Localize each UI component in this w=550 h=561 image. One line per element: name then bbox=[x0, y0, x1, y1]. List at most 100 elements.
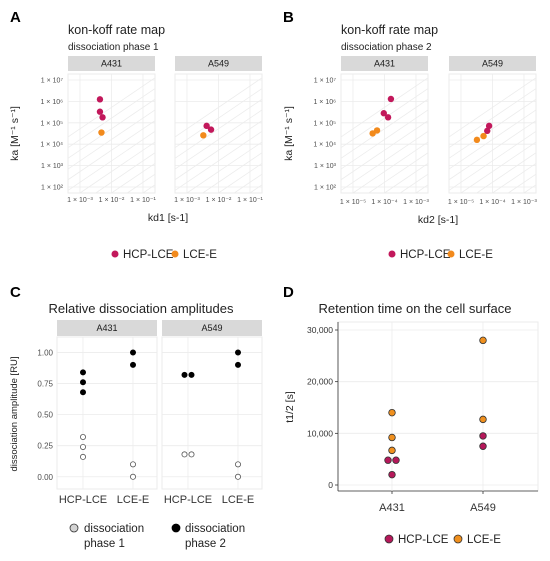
chart-a-x-axis-title: kd1 [s-1] bbox=[148, 212, 188, 224]
chart-a-kd-line bbox=[95, 152, 156, 194]
chart-b-x-axis-title: kd2 [s-1] bbox=[418, 214, 458, 226]
chart-a-kd-line bbox=[111, 163, 156, 194]
legend-d-label-hcp-lce: HCP-LCE bbox=[398, 534, 449, 546]
chart-a-strip-a549 bbox=[175, 56, 262, 71]
chart-b-kd-line bbox=[340, 131, 429, 191]
chart-d: t1/2 [s] 0 10,000 20,000 30,000 A431 A549 bbox=[284, 321, 539, 514]
chart-a-kd-line bbox=[174, 77, 263, 138]
chart-c-point-phase2 bbox=[129, 361, 136, 368]
chart-d-point-lce-e bbox=[388, 446, 396, 455]
chart-b-x-tick-label: 1 × 10⁻⁴ bbox=[479, 199, 505, 206]
legend-c-label-phase2-line1: dissociation bbox=[185, 523, 245, 535]
chart-b-strip-label-a549: A549 bbox=[482, 59, 503, 69]
chart-b-y-tick-label: 1 × 10⁷ bbox=[314, 78, 337, 85]
chart-b-kd-line bbox=[340, 77, 429, 138]
chart-b-kd-line bbox=[492, 163, 537, 194]
chart-b-strip-label-a431: A431 bbox=[374, 59, 395, 69]
chart-a-strip-label-a549: A549 bbox=[208, 59, 229, 69]
chart-b-x-tick-label: 1 × 10⁻⁵ bbox=[448, 199, 474, 206]
chart-b-strip-a431 bbox=[341, 56, 428, 71]
chart-a-kd-line bbox=[67, 109, 156, 170]
legend-b-label-lce-e: LCE-E bbox=[459, 249, 493, 261]
chart-c-x-tick-label: HCP-LCE bbox=[59, 494, 107, 506]
chart-b-kd-line bbox=[508, 173, 537, 194]
chart-b-kd-line bbox=[400, 173, 429, 194]
panel-d-title: Retention time on the cell surface bbox=[319, 301, 512, 316]
chart-d-point-lce-e bbox=[479, 336, 487, 345]
chart-c-point-phase1 bbox=[234, 473, 241, 480]
chart-b-y-tick-label: 1 × 10³ bbox=[314, 163, 337, 170]
chart-b-kd-line bbox=[448, 131, 537, 191]
chart-b-kd-line bbox=[448, 109, 537, 170]
chart-b-kd-line bbox=[340, 88, 429, 148]
chart-c-point-phase1 bbox=[129, 461, 136, 468]
chart-a-x-tick-label: 1 × 10⁻² bbox=[99, 197, 125, 204]
legend-c-marker-phase1 bbox=[69, 523, 79, 533]
chart-a-x-tick-label: 1 × 10⁻¹ bbox=[130, 197, 156, 204]
chart-a-strip-label-a431: A431 bbox=[101, 59, 122, 69]
chart-c-y-axis-title: dissociation amplitude [RU] bbox=[9, 356, 20, 471]
chart-a-y-tick-label: 1 × 10⁶ bbox=[40, 99, 63, 106]
chart-a-kd-line bbox=[67, 98, 156, 159]
chart-b-point-hcp-lce bbox=[484, 127, 491, 135]
chart-a-x-tick-label: 1 × 10⁻¹ bbox=[237, 197, 263, 204]
legend-b-label-hcp-lce: HCP-LCE bbox=[400, 249, 451, 261]
chart-a-kd-line bbox=[79, 141, 156, 194]
chart-b-y-tick-label: 1 × 10⁴ bbox=[313, 142, 336, 149]
legend-ab-label-hcp-lce: HCP-LCE bbox=[123, 249, 174, 261]
chart-c-strip-label-a431: A431 bbox=[96, 323, 117, 333]
chart-b-kd-line bbox=[384, 163, 429, 194]
chart-a-y-tick-label: 1 × 10⁴ bbox=[40, 142, 63, 149]
chart-c: dissociation amplitude [RU] 0.00 0.25 0.50 0… bbox=[9, 320, 263, 506]
panel-a-subtitle: dissociation phase 1 bbox=[68, 42, 159, 53]
chart-b-point-lce-e bbox=[480, 132, 487, 140]
chart-a-kd-line bbox=[174, 109, 263, 170]
chart-c-panel-a431 bbox=[56, 336, 158, 490]
chart-d-y-tick-label: 30,000 bbox=[307, 325, 333, 335]
chart-a-y-tick-label: 1 × 10² bbox=[41, 185, 64, 192]
chart-a-kd-line bbox=[218, 163, 263, 194]
chart-b-point-hcp-lce bbox=[380, 110, 387, 117]
chart-a-y-axis-title: ka [M⁻¹ s⁻¹] bbox=[9, 106, 21, 161]
chart-a-kd-line bbox=[67, 77, 156, 138]
chart-b-point-lce-e bbox=[473, 136, 481, 144]
chart-a-x-tick-label: 1 × 10⁻² bbox=[206, 197, 232, 204]
chart-a-point-hcp-lce bbox=[99, 114, 106, 121]
chart-c-y-tick-label: 0.25 bbox=[37, 442, 53, 451]
chart-a-kd-line bbox=[67, 120, 156, 181]
chart-d-point-hcp-lce bbox=[384, 456, 392, 464]
legend-c-label-phase2-line2: phase 2 bbox=[185, 538, 226, 550]
chart-a: ka [M⁻¹ s⁻¹] 1 × 10² 1 × 10³ 1 × 10⁴ 1 × 10⁵… bbox=[9, 56, 264, 224]
chart-d-point-hcp-lce bbox=[479, 442, 487, 450]
legend-ab-marker-hcp-lce bbox=[111, 250, 119, 258]
chart-b-point-lce-e bbox=[369, 130, 376, 137]
chart-a-point-hcp-lce bbox=[203, 122, 210, 130]
chart-a-kd-line bbox=[234, 173, 263, 194]
chart-b-x-tick-label: 1 × 10⁻³ bbox=[511, 199, 537, 206]
chart-b-x-tick-label: 1 × 10⁻⁵ bbox=[340, 199, 366, 206]
chart-c-point-phase2 bbox=[188, 371, 195, 378]
chart-c-point-phase2 bbox=[80, 369, 87, 376]
chart-b-y-tick-label: 1 × 10² bbox=[314, 185, 337, 192]
chart-b-kd-line bbox=[352, 141, 429, 194]
chart-c-point-phase2 bbox=[181, 371, 188, 378]
chart-c-point-phase1 bbox=[181, 451, 188, 458]
chart-b-kd-line bbox=[415, 184, 429, 194]
chart-d-x-tick-label: A549 bbox=[470, 502, 496, 514]
chart-b-point-hcp-lce bbox=[384, 114, 392, 121]
chart-b-kd-line bbox=[448, 88, 537, 148]
chart-b-kd-line bbox=[476, 152, 537, 194]
panel-b-title: kon-koff rate map bbox=[341, 23, 438, 37]
chart-c-point-phase1 bbox=[80, 443, 87, 450]
chart-a-kd-line bbox=[67, 131, 156, 191]
chart-b: ka [M⁻¹ s⁻¹] 1 × 10² 1 × 10³ 1 × 10⁴ 1 × 10⁵… bbox=[283, 56, 538, 226]
chart-a-kd-line bbox=[142, 184, 156, 194]
chart-d-y-tick-label: 20,000 bbox=[307, 377, 333, 387]
chart-a-point-hcp-lce bbox=[207, 126, 215, 133]
chart-a-kd-line bbox=[174, 120, 263, 181]
chart-c-y-tick-label: 0.00 bbox=[37, 473, 53, 482]
chart-a-y-tick-label: 1 × 10³ bbox=[41, 163, 64, 170]
panel-letter-c: C bbox=[10, 284, 21, 301]
chart-b-point-hcp-lce bbox=[485, 122, 493, 130]
